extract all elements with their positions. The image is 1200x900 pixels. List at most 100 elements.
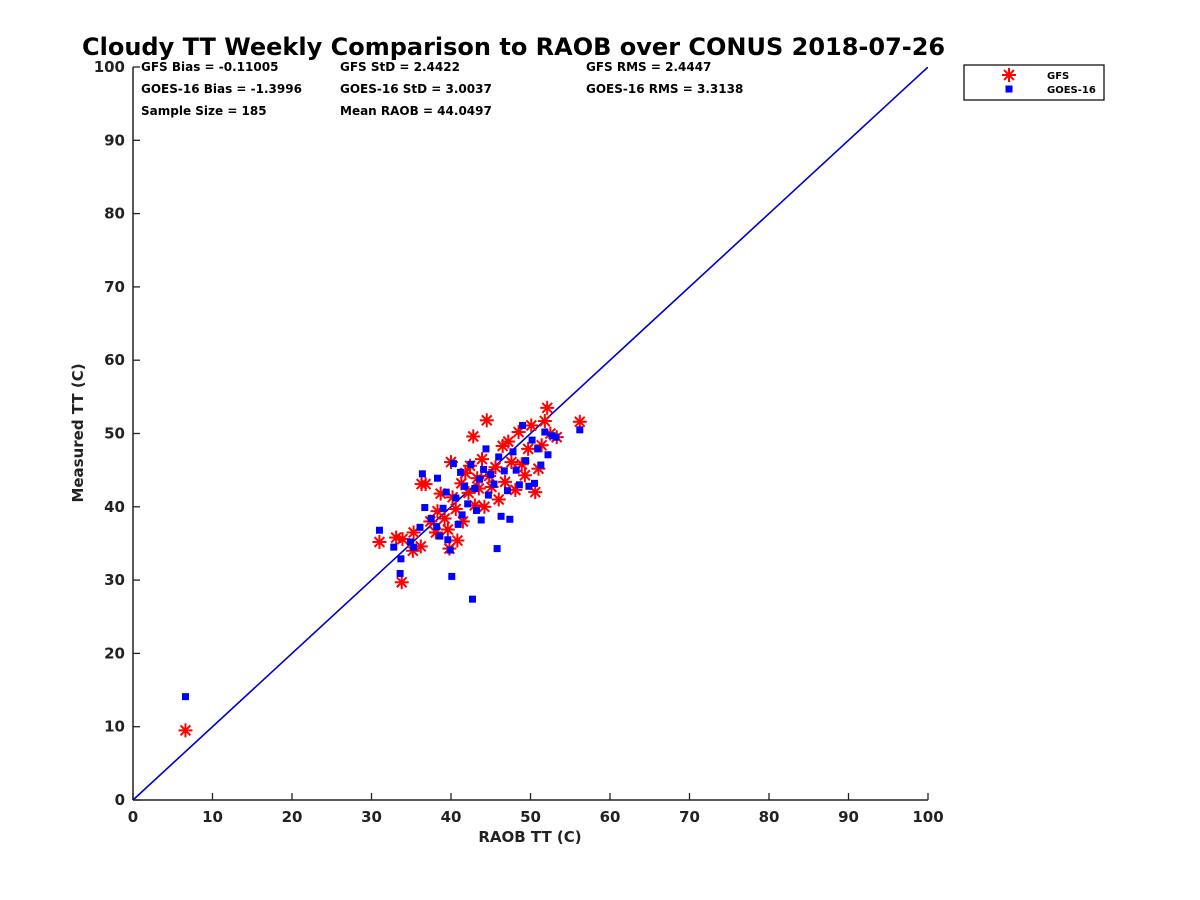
legend-gfs-marker (1002, 68, 1016, 82)
x-tick-label: 100 (912, 808, 943, 826)
goes-16-point (472, 506, 480, 514)
goes-16-point (448, 572, 456, 580)
gfs-point (372, 534, 387, 549)
legend-goes-16-marker (1005, 85, 1013, 93)
y-tick-label: 20 (104, 644, 125, 662)
goes-16-point (552, 433, 560, 441)
gfs-point (501, 434, 516, 449)
goes-16-point (421, 504, 429, 512)
goes-16-point (418, 470, 426, 478)
goes-16-point (454, 520, 462, 528)
goes-16-point (493, 545, 501, 553)
y-tick-label: 60 (104, 351, 125, 369)
legend: GFS GOES-16 (963, 64, 1105, 101)
goes-16-point (509, 448, 517, 456)
goes-16-series (181, 421, 584, 701)
gfs-point (477, 499, 492, 514)
gfs-point (504, 455, 519, 470)
y-tick-label: 80 (104, 205, 125, 223)
goes-16-point (427, 515, 435, 523)
goes-16-point (410, 543, 418, 551)
x-tick-label: 60 (600, 808, 621, 826)
x-tick-label: 30 (361, 808, 382, 826)
goes-16-point (467, 460, 475, 468)
goes-16-point (416, 523, 424, 531)
gfs-point (440, 522, 455, 537)
x-tick-label: 90 (838, 808, 859, 826)
chart-title: Cloudy TT Weekly Comparison to RAOB over… (82, 33, 945, 61)
gfs-point (540, 400, 555, 415)
legend-gfs-asterisk (1002, 68, 1016, 82)
goes-16-point (452, 494, 460, 502)
y-tick-label: 100 (94, 58, 125, 76)
goes-16-point (480, 465, 488, 473)
goes-16-point (476, 475, 484, 483)
gfs-point (395, 532, 410, 547)
stat-goes-std: GOES-16 StD = 3.0037 (340, 82, 492, 96)
stat-gfs-rms: GFS RMS = 2.4447 (586, 60, 711, 74)
one-to-one-line (133, 67, 928, 801)
gfs-point (475, 452, 490, 467)
x-tick-label: 50 (520, 808, 541, 826)
goes-16-point (484, 491, 492, 499)
goes-16-point (497, 512, 505, 520)
goes-16-point (525, 482, 533, 490)
gfs-point (466, 429, 481, 444)
gfs-point (524, 418, 539, 433)
gfs-point (437, 511, 452, 526)
goes-16-point (464, 500, 472, 508)
gfs-point (517, 468, 532, 483)
goes-16-point (439, 504, 447, 512)
goes-16-point (461, 482, 469, 490)
goes-16-point (390, 543, 398, 551)
goes-16-point (528, 436, 536, 444)
x-tick-label: 10 (202, 808, 223, 826)
goes-16-point (576, 426, 584, 434)
gfs-point (488, 460, 503, 475)
goes-16-point (397, 555, 405, 563)
goes-16-point (436, 532, 444, 540)
goes-16-point (482, 445, 490, 453)
y-tick-label: 10 (104, 718, 125, 736)
x-tick-label: 20 (282, 808, 303, 826)
stat-gfs-bias: GFS Bias = -0.11005 (141, 60, 278, 74)
gfs-point (537, 414, 552, 429)
gfs-point (394, 575, 409, 590)
y-ticks: 0 10 20 30 40 50 60 70 80 90 100 (94, 58, 140, 809)
goes-16-point (468, 595, 476, 603)
gfs-point (418, 477, 433, 492)
x-tick-label: 0 (128, 808, 138, 826)
goes-16-point (490, 480, 498, 488)
stat-gfs-std: GFS StD = 2.4422 (340, 60, 460, 74)
y-tick-label: 90 (104, 131, 125, 149)
x-axis-label: RAOB TT (C) (478, 828, 581, 846)
stat-sample-size: Sample Size = 185 (141, 104, 267, 118)
goes-16-point (503, 487, 511, 495)
goes-16-point (449, 460, 457, 468)
goes-16-point (512, 466, 520, 474)
goes-16-point (500, 467, 508, 475)
goes-16-point (442, 488, 450, 496)
y-tick-label: 50 (104, 425, 125, 443)
goes-16-point (515, 481, 523, 489)
gfs-point (491, 492, 506, 507)
goes-16-point (530, 479, 538, 487)
goes-16-point (457, 468, 465, 476)
goes-16-point (534, 445, 542, 453)
goes-16-point (181, 693, 189, 701)
stat-goes-rms: GOES-16 RMS = 3.3138 (586, 82, 743, 96)
goes-16-point (487, 471, 495, 479)
stat-goes-bias: GOES-16 Bias = -1.3996 (141, 82, 302, 96)
goes-16-point (495, 453, 503, 461)
axes: 0 10 20 30 40 50 60 70 80 90 100 0 10 20 30 40 50 60 70 80… (94, 58, 944, 826)
x-tick-label: 40 (441, 808, 462, 826)
goes-16-point (444, 536, 452, 544)
goes-16-point (522, 457, 530, 465)
y-tick-label: 40 (104, 498, 125, 516)
goes-16-point (446, 546, 454, 554)
stats-block: GFS Bias = -0.11005 GFS StD = 2.4422 GFS… (141, 60, 743, 118)
goes-16-point (406, 538, 414, 546)
x-ticks: 0 10 20 30 40 50 60 70 80 90 100 (128, 793, 944, 826)
gfs-point (521, 441, 536, 456)
